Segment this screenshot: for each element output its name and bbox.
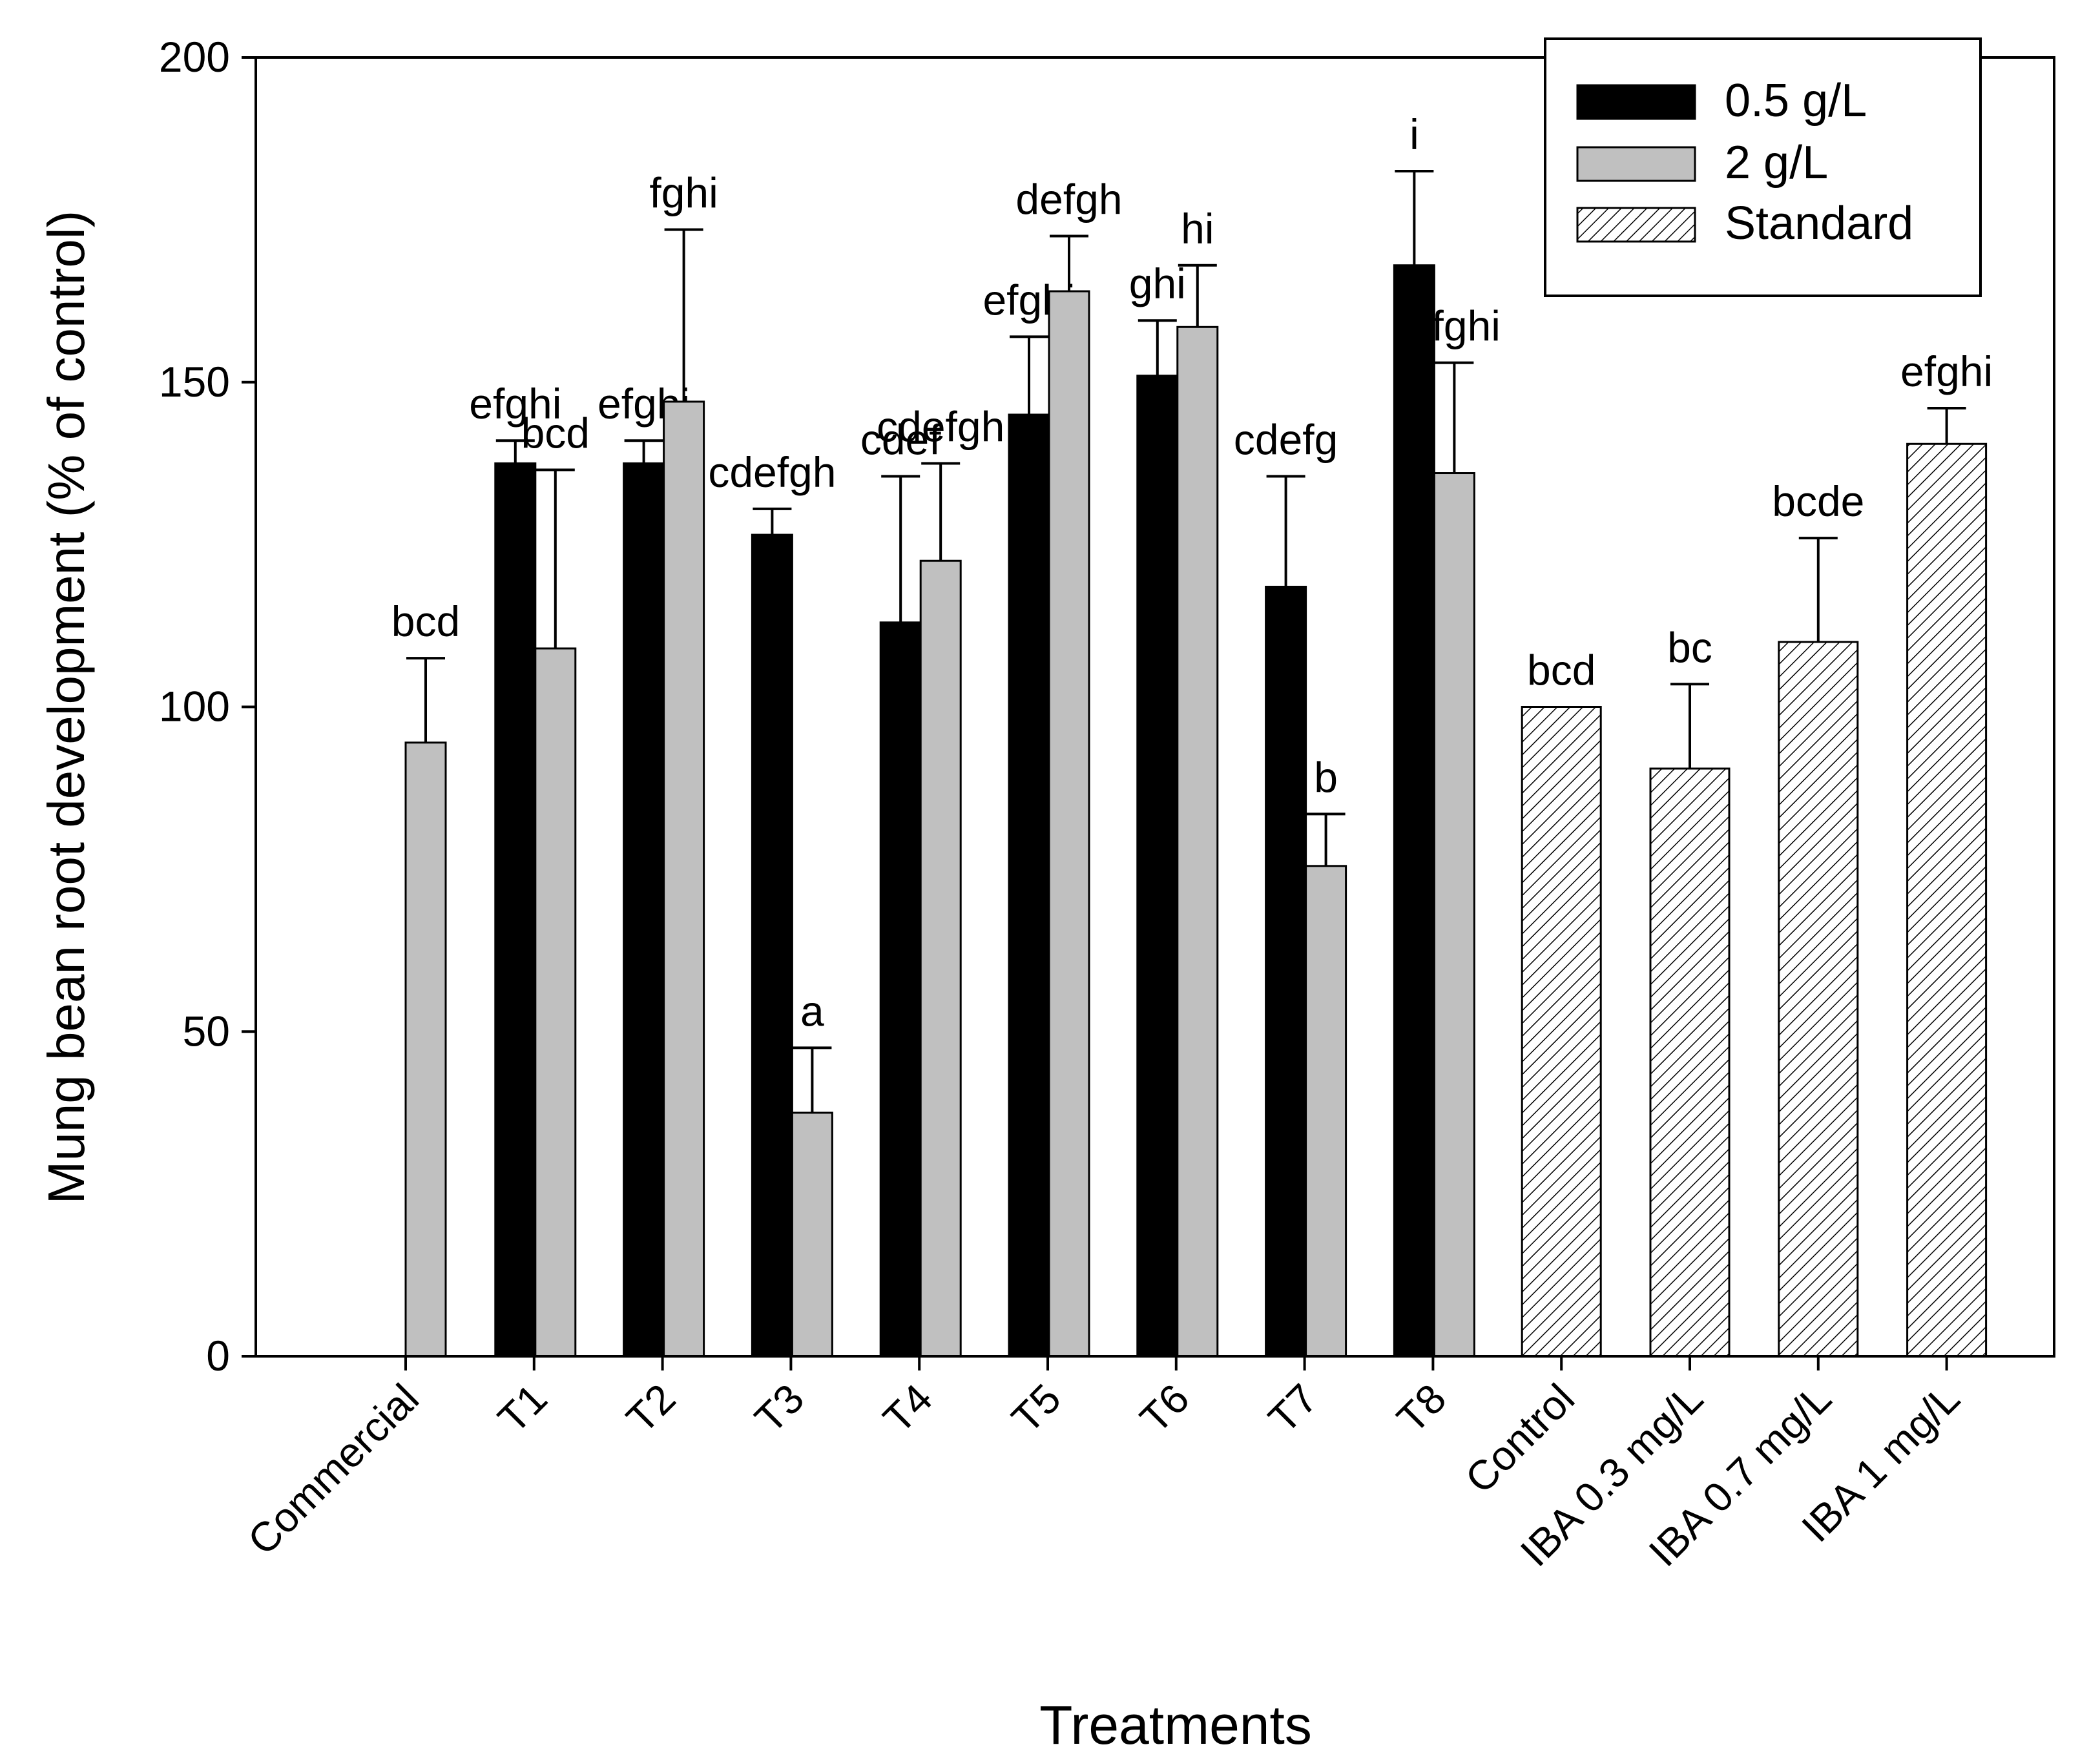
y-axis-label: Mung bean root development (% of control… xyxy=(37,211,95,1205)
data-label: b xyxy=(1314,753,1338,801)
data-label: a xyxy=(800,987,824,1035)
legend-label-0: 0.5 g/L xyxy=(1725,75,1867,127)
legend-swatch-2 xyxy=(1576,207,1696,243)
bar xyxy=(1433,472,1475,1358)
legend-swatch-1 xyxy=(1576,146,1696,182)
bar xyxy=(751,533,793,1358)
data-label: fghi xyxy=(649,169,718,216)
x-tick-label: T7 xyxy=(1260,1375,1327,1442)
data-label: defgh xyxy=(1015,176,1122,223)
bar xyxy=(1906,442,1988,1358)
y-tick-label: 0 xyxy=(206,1332,230,1380)
x-tick-label: Commercial xyxy=(239,1375,428,1564)
bar xyxy=(791,1112,833,1358)
bar xyxy=(1048,290,1090,1358)
x-tick-label: T6 xyxy=(1131,1375,1198,1442)
bar xyxy=(534,647,577,1358)
y-tick-label: 100 xyxy=(159,683,230,730)
bar xyxy=(1136,375,1179,1358)
bar xyxy=(919,559,962,1358)
x-tick-label: T5 xyxy=(1003,1375,1070,1442)
data-label: cdefgh xyxy=(708,448,836,496)
data-label: efghi xyxy=(1408,302,1501,350)
data-label: bc xyxy=(1667,623,1712,671)
data-label: ghi xyxy=(1129,260,1186,307)
x-tick-label: T4 xyxy=(874,1375,941,1442)
bar xyxy=(1008,413,1050,1358)
bar xyxy=(1265,585,1307,1358)
bar xyxy=(1521,706,1602,1358)
bar xyxy=(879,621,922,1358)
bar xyxy=(1305,865,1347,1358)
data-label: hi xyxy=(1181,205,1214,253)
bar xyxy=(1649,767,1731,1358)
bar xyxy=(1393,264,1435,1358)
data-label: efghi xyxy=(1900,347,1993,395)
x-tick-label: T3 xyxy=(746,1375,813,1442)
data-label: i xyxy=(1409,110,1419,158)
bar xyxy=(404,741,447,1358)
x-tick-label: T2 xyxy=(618,1375,685,1442)
data-label: bcde xyxy=(1772,477,1864,525)
y-tick-label: 200 xyxy=(159,33,230,81)
bar xyxy=(663,400,705,1358)
bar xyxy=(1176,326,1219,1358)
data-label: cdefgh xyxy=(877,402,1004,450)
data-label: bcd xyxy=(521,409,590,457)
data-label: cdefg xyxy=(1234,416,1338,464)
legend-label-2: Standard xyxy=(1725,198,1913,249)
y-tick-label: 50 xyxy=(183,1007,230,1055)
x-axis-label: Treatments xyxy=(1039,1695,1312,1755)
y-tick-label: 150 xyxy=(159,358,230,406)
data-label: efghi xyxy=(469,380,561,428)
legend-swatch-0 xyxy=(1576,84,1696,120)
x-tick-label: T8 xyxy=(1388,1375,1455,1442)
data-label: bcd xyxy=(391,597,460,645)
bar xyxy=(1778,641,1859,1358)
bar xyxy=(494,462,537,1358)
data-label: cdef xyxy=(860,416,941,464)
legend: 0.5 g/L 2 g/L Standard xyxy=(1544,37,1982,297)
x-tick-label: Control xyxy=(1456,1375,1583,1502)
legend-label-1: 2 g/L xyxy=(1725,137,1828,189)
x-tick-label: T1 xyxy=(489,1375,556,1442)
plot-frame xyxy=(255,56,2055,1358)
data-label: bcd xyxy=(1527,646,1596,694)
bar xyxy=(623,462,665,1358)
